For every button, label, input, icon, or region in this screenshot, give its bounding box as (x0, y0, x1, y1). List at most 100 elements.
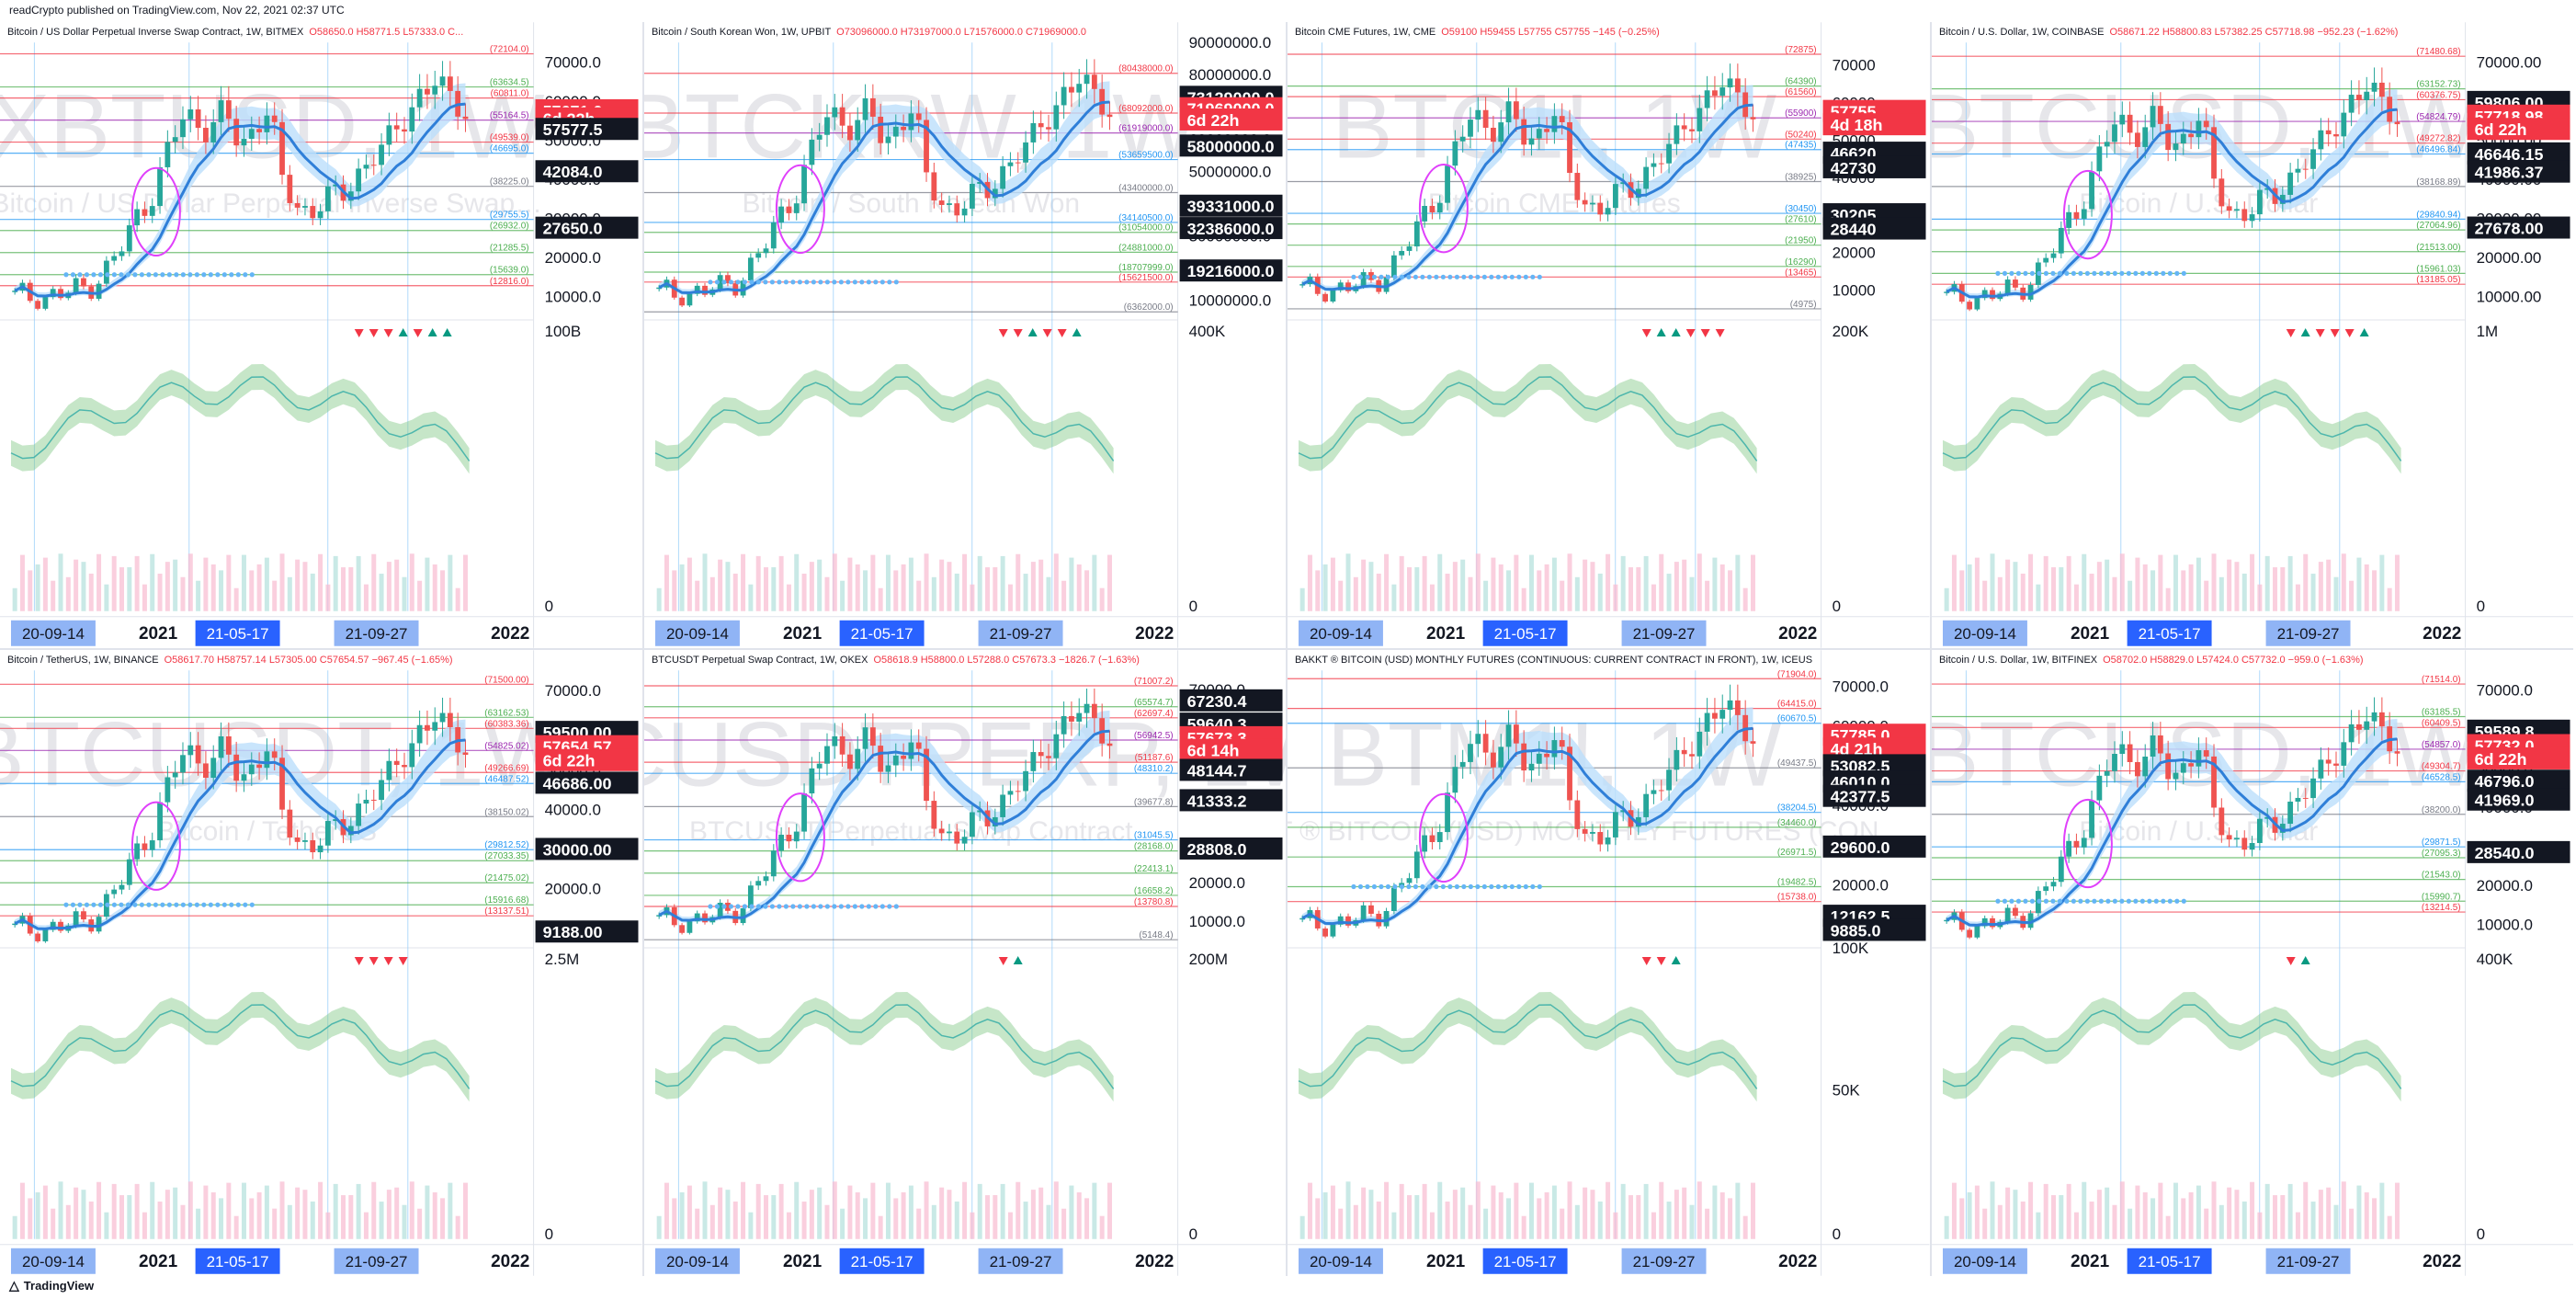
volume-tick-label: 0 (2476, 1225, 2484, 1243)
price-tick-label: 70000.0 (2476, 681, 2532, 699)
support-dot (1481, 274, 1487, 279)
volume-bar (709, 576, 715, 611)
support-dot (1357, 274, 1364, 279)
volume-bar (1376, 573, 1381, 611)
candle-body (946, 831, 952, 834)
candle-body (678, 297, 685, 306)
candle-body (1482, 734, 1489, 753)
volume-bar (1422, 555, 1427, 611)
support-dot (132, 272, 138, 278)
support-dot (160, 272, 165, 278)
candle-body (1360, 905, 1367, 920)
volume-bar (1643, 1183, 1649, 1239)
volume-bar (28, 570, 33, 611)
volume-bar (671, 1198, 676, 1239)
candle-body (195, 745, 201, 764)
price-tag-label: 48144.7 (1186, 761, 1246, 780)
volume-tick-label: 0 (2476, 598, 2484, 615)
chart-title[interactable]: BAKKT ® BITCOIN (USD) MONTHLY FUTURES (C… (1295, 655, 1812, 666)
candle-body (386, 125, 392, 145)
candle-body (1015, 162, 1021, 164)
volume-bar (2233, 562, 2239, 611)
volume-bar (1452, 562, 1458, 611)
candle-body (1567, 121, 1572, 174)
volume-bar (2066, 555, 2071, 611)
candle-body (816, 134, 823, 140)
ma-line (1945, 108, 2398, 299)
chart-title[interactable]: Bitcoin CME Futures, 1W, CME (1295, 27, 1436, 38)
price-tag-box (1822, 217, 1926, 240)
chart-title[interactable]: Bitcoin / U.S. Dollar, 1W, BITFINEX (1938, 655, 2097, 666)
support-dot (824, 904, 830, 909)
candle-body (2340, 742, 2346, 766)
chart-panel-bitmex[interactable]: XBTUSD, 1W Bitcoin / US Dollar Perpetual … (0, 22, 642, 648)
chart-title[interactable]: BTCUSDT Perpetual Swap Contract, 1W, OKE… (651, 655, 868, 666)
candle-body (294, 202, 301, 208)
chart-panel-coinbase[interactable]: BTCUSD, 1W Bitcoin / U.S. Dollar (71480.68… (1931, 22, 2574, 648)
highlight-ellipse (131, 801, 181, 891)
level-label: (62697.4) (1133, 709, 1173, 719)
support-dot (215, 902, 221, 907)
volume-bar (908, 1185, 914, 1239)
chart-svg[interactable]: BTCUSDTPERP, 1WBTCUSDT Perpetual Swap Co… (643, 650, 1287, 1276)
candle-body (823, 746, 830, 764)
brand-name[interactable]: TradingView (23, 1279, 95, 1293)
candle-body (12, 923, 18, 926)
level-label: (22413.1) (1133, 864, 1173, 874)
chart-svg[interactable]: BTM1!, 1WBAKKT ® BITCOIN (USD) MONTHLY F… (1288, 650, 1930, 1276)
volume-bar (2073, 1212, 2079, 1239)
price-tag-box (1822, 835, 1926, 858)
candle-body (2295, 168, 2300, 173)
volume-bar (862, 1198, 868, 1239)
volume-bar (763, 1195, 768, 1239)
candle-body (2004, 907, 2011, 922)
candle-body (2348, 724, 2355, 743)
chart-panel-okex[interactable]: BTCUSDTPERP, 1WBTCUSDT Perpetual Swap Co… (643, 650, 1287, 1276)
chart-title[interactable]: Bitcoin / TetherUS, 1W, BINANCE (7, 655, 159, 666)
support-dot (1523, 883, 1528, 890)
chart-panel-bakkt[interactable]: BTM1!, 1WBAKKT ® BITCOIN (USD) MONTHLY F… (1288, 650, 1930, 1276)
chart-title[interactable]: Bitcoin / U.S. Dollar, 1W, COINBASE (1938, 27, 2103, 38)
volume-bar (1061, 1208, 1066, 1239)
candle-body (2111, 754, 2117, 771)
candle-body (2058, 227, 2064, 254)
chart-panel-bitfinex[interactable]: BTCUSD, 1W Bitcoin / U.S. Dollar (71514.0)… (1931, 650, 2574, 1276)
volume-bar (2012, 1190, 2017, 1239)
tradingview-logo-icon[interactable]: △ (9, 1278, 19, 1293)
candle-body (1482, 109, 1489, 128)
candle-body (271, 115, 278, 122)
support-dot (132, 902, 138, 907)
volume-bar (839, 1208, 845, 1239)
volume-bar (1628, 567, 1634, 611)
candle-body (2012, 279, 2018, 288)
candle-body (816, 763, 823, 769)
candle-body (1704, 712, 1710, 732)
volume-bar (455, 587, 460, 611)
volume-bar (671, 570, 676, 611)
support-dot (2167, 898, 2173, 904)
candle-body (747, 885, 754, 908)
price-tick-label: 50000000.0 (1188, 163, 1271, 180)
chart-title[interactable]: Bitcoin / South Korean Won, 1W, UPBIT (651, 27, 830, 38)
time-label-box (1942, 620, 2027, 646)
chart-title[interactable]: Bitcoin / US Dollar Perpetual Inverse Sw… (7, 27, 304, 38)
candle-body (1567, 746, 1572, 801)
candle-body (2355, 724, 2362, 730)
highlight-ellipse (131, 166, 181, 256)
candle-body (172, 772, 178, 778)
candle-body (1413, 851, 1420, 879)
candle-body (157, 166, 163, 207)
volume-bar (1506, 570, 1512, 611)
chart-panel-binance[interactable]: BTCUSDT, 1W Bitcoin / TetherUS (71500.00)(… (0, 650, 642, 1276)
candle-body (2203, 120, 2209, 128)
volume-bar (409, 553, 414, 611)
chart-panel-upbit[interactable]: BTCKRW, 1W Bitcoin / South Korean Won (804… (643, 22, 1287, 648)
volume-bar (2196, 1185, 2201, 1239)
